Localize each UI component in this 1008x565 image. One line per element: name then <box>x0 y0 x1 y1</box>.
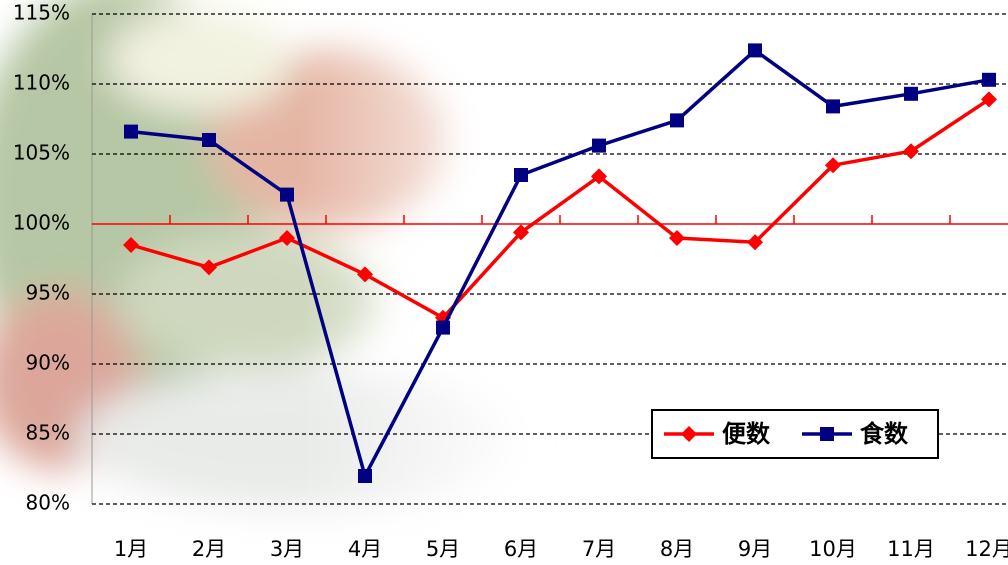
x-tick-label: 11月 <box>887 537 935 561</box>
y-tick-label: 90% <box>26 351 70 375</box>
legend-label: 便数 <box>722 420 771 448</box>
y-tick-label: 105% <box>13 141 70 165</box>
marker <box>670 113 684 128</box>
marker <box>358 469 372 483</box>
marker <box>513 224 529 241</box>
legend: 便数 食数 <box>651 409 939 459</box>
marker <box>669 230 685 246</box>
x-tick-label: 8月 <box>660 537 694 561</box>
y-tick-label: 115% <box>13 1 70 25</box>
background-fade <box>300 0 550 565</box>
x-tick-label: 3月 <box>270 537 304 561</box>
y-tick-label: 85% <box>26 421 70 445</box>
marker <box>201 259 217 276</box>
x-tick-label: 10月 <box>809 537 857 561</box>
marker <box>202 133 216 147</box>
x-tick-label: 5月 <box>426 537 460 561</box>
x-tick-label: 1月 <box>114 537 148 561</box>
y-tick-label: 110% <box>13 71 70 95</box>
marker <box>904 86 918 101</box>
marker <box>279 230 295 246</box>
legend-label: 食数 <box>860 420 909 448</box>
x-tick-label: 12月 <box>965 537 1008 561</box>
marker <box>903 143 919 160</box>
marker <box>357 266 373 283</box>
marker <box>280 187 294 202</box>
x-tick-label: 2月 <box>192 537 226 561</box>
x-tick-label: 4月 <box>348 537 382 561</box>
line <box>130 97 990 321</box>
marker <box>124 124 138 139</box>
marker <box>514 168 528 182</box>
x-tick-label: 7月 <box>582 537 616 561</box>
y-tick-label: 80% <box>26 491 70 515</box>
marker <box>826 99 840 114</box>
marker <box>748 43 762 58</box>
marker <box>123 237 139 253</box>
marker <box>681 426 697 442</box>
x-tick-label: 6月 <box>504 537 538 561</box>
marker <box>747 234 763 251</box>
marker <box>825 157 841 174</box>
marker <box>982 72 996 87</box>
marker <box>981 91 997 108</box>
marker <box>592 138 606 153</box>
marker <box>591 168 607 185</box>
marker <box>820 427 834 441</box>
x-tick-label: 9月 <box>738 537 772 561</box>
marker <box>436 320 450 335</box>
line <box>130 48 990 481</box>
y-tick-label: 100% <box>13 211 70 235</box>
y-tick-label: 95% <box>26 281 70 305</box>
